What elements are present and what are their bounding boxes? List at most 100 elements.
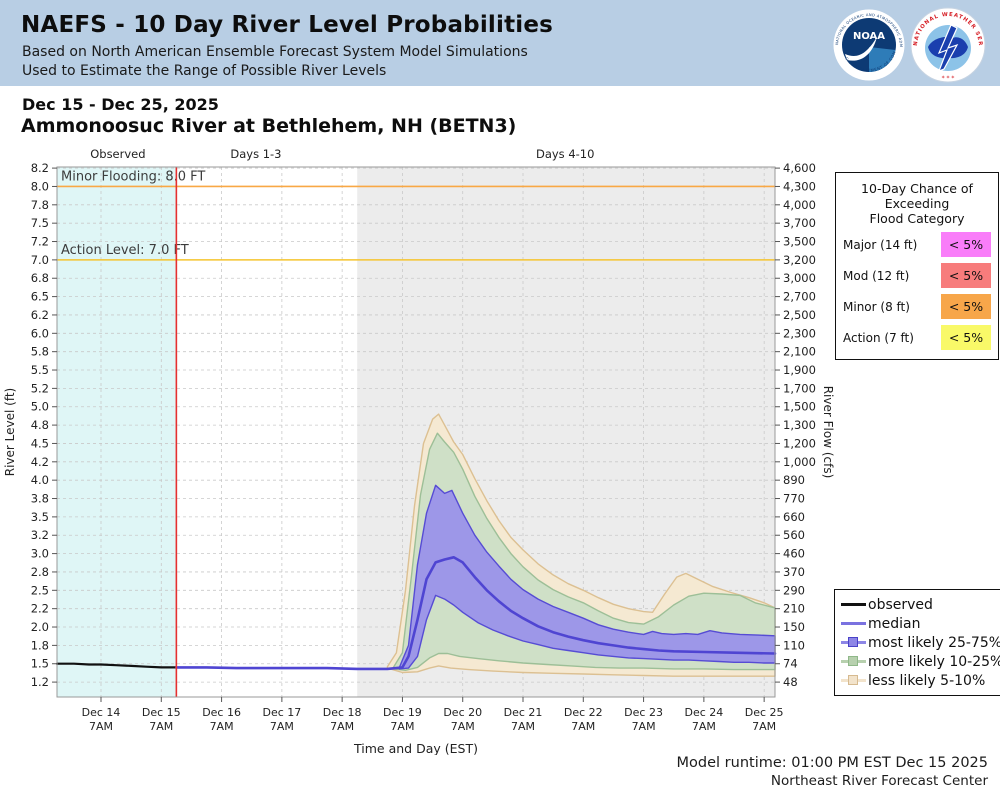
noaa-logo: NOAA NATIONAL OCEANIC AND ATMOSPHERIC AD… [828, 1, 905, 81]
svg-text:370: 370 [783, 565, 805, 579]
svg-text:5.2: 5.2 [31, 381, 49, 395]
flood-chance-major: < 5% [941, 232, 991, 257]
svg-text:5.5: 5.5 [31, 363, 49, 377]
y-axis-labels: 8.2 4,600 8.0 4,300 7.8 4,000 7.5 3,700 7.2 3,500… [31, 161, 816, 689]
svg-text:1.2: 1.2 [31, 675, 49, 689]
svg-text:660: 660 [783, 510, 805, 524]
svg-text:150: 150 [783, 620, 805, 634]
svg-text:7AM: 7AM [89, 720, 113, 733]
svg-text:7AM: 7AM [210, 720, 234, 733]
plot-border [56, 166, 776, 698]
date-range: Dec 15 - Dec 25, 2025 [22, 95, 219, 114]
footer: Model runtime: 01:00 PM EST Dec 15 2025 … [677, 755, 988, 789]
flood-chance-minor: < 5% [941, 294, 991, 319]
median-line [175, 555, 777, 671]
svg-text:4.2: 4.2 [31, 455, 49, 469]
flood-label-major: Major (14 ft) [843, 237, 918, 252]
svg-text:5.8: 5.8 [31, 345, 49, 359]
svg-text:7AM: 7AM [451, 720, 475, 733]
svg-text:74: 74 [783, 657, 798, 671]
svg-text:2.8: 2.8 [31, 565, 49, 579]
flood-chance-moderate: < 5% [941, 263, 991, 288]
svg-text:290: 290 [783, 583, 805, 597]
legend-label-observed: observed [868, 596, 933, 613]
threshold-label-0: Minor Flooding: 8.0 FT [61, 169, 205, 184]
svg-text:Dec 16: Dec 16 [202, 706, 241, 719]
flood-label-minor: Minor (8 ft) [843, 299, 910, 314]
svg-text:4,000: 4,000 [783, 198, 816, 212]
legend-row-most-likely: most likely 25-75% [841, 633, 1000, 652]
nws-stars: * * * [942, 75, 955, 82]
svg-text:3.8: 3.8 [31, 492, 49, 506]
svg-text:2,500: 2,500 [783, 308, 816, 322]
threshold-label-1: Action Level: 7.0 FT [61, 243, 189, 258]
header-subtitle-2: Used to Estimate the Range of Possible R… [22, 63, 387, 79]
observed-line [55, 662, 178, 669]
svg-text:Dec 19: Dec 19 [383, 706, 422, 719]
svg-text:1.5: 1.5 [31, 657, 49, 671]
svg-text:7AM: 7AM [752, 720, 776, 733]
flood-box-title-1: 10-Day Chance of [861, 181, 973, 196]
more-likely-band-swatch [841, 654, 866, 669]
svg-text:2,100: 2,100 [783, 345, 816, 359]
svg-text:6.8: 6.8 [31, 271, 49, 285]
svg-text:Dec 17: Dec 17 [262, 706, 301, 719]
flood-category-box: 10-Day Chance of Exceeding Flood Categor… [835, 172, 999, 360]
svg-text:2,700: 2,700 [783, 290, 816, 304]
svg-text:1,500: 1,500 [783, 400, 816, 414]
svg-text:7AM: 7AM [270, 720, 294, 733]
observed-line-swatch [841, 597, 866, 612]
series-legend: observed median most likely 25-75% more … [834, 589, 1000, 696]
page-title: NAEFS - 10 Day River Level Probabilities [21, 12, 554, 38]
flood-chance-action: < 5% [941, 325, 991, 350]
svg-text:Dec 23: Dec 23 [624, 706, 663, 719]
svg-text:2,300: 2,300 [783, 326, 816, 340]
svg-text:Dec 22: Dec 22 [564, 706, 603, 719]
legend-row-more-likely: more likely 10-25% [841, 652, 1000, 671]
svg-text:770: 770 [783, 492, 805, 506]
svg-text:890: 890 [783, 473, 805, 487]
river-probability-chart: Minor Flooding: 8.0 FT Action Level: 7.0 … [3, 147, 835, 755]
svg-text:7.2: 7.2 [31, 235, 49, 249]
svg-text:6.0: 6.0 [31, 326, 49, 340]
svg-text:Dec 21: Dec 21 [504, 706, 543, 719]
svg-text:3.0: 3.0 [31, 547, 49, 561]
svg-text:Dec 24: Dec 24 [684, 706, 723, 719]
svg-text:3.2: 3.2 [31, 528, 49, 542]
svg-text:4.0: 4.0 [31, 473, 49, 487]
flood-box-title-3: Flood Category [869, 211, 965, 226]
svg-text:7AM: 7AM [390, 720, 414, 733]
svg-text:560: 560 [783, 528, 805, 542]
svg-text:7.0: 7.0 [31, 253, 49, 267]
flood-row-action: Action (7 ft) < 5% [843, 325, 991, 350]
region-label-2: Days 4-10 [536, 147, 594, 161]
flood-label-moderate: Mod (12 ft) [843, 268, 910, 283]
svg-text:Dec 14: Dec 14 [82, 706, 121, 719]
svg-text:Dec 25: Dec 25 [745, 706, 784, 719]
svg-text:7.5: 7.5 [31, 216, 49, 230]
svg-text:6.2: 6.2 [31, 308, 49, 322]
legend-label-less-likely: less likely 5-10% [868, 672, 986, 689]
svg-text:460: 460 [783, 547, 805, 561]
region-label-0: Observed [90, 147, 145, 161]
svg-text:3,500: 3,500 [783, 235, 816, 249]
legend-row-observed: observed [841, 595, 999, 614]
svg-text:4,600: 4,600 [783, 161, 816, 175]
svg-text:NOAA: NOAA [853, 31, 885, 42]
svg-text:4,300: 4,300 [783, 179, 816, 193]
region-days-1-3 [176, 167, 358, 697]
svg-text:Dec 20: Dec 20 [443, 706, 482, 719]
svg-text:8.0: 8.0 [31, 179, 49, 193]
svg-text:7AM: 7AM [330, 720, 354, 733]
svg-text:110: 110 [783, 638, 805, 652]
flood-label-action: Action (7 ft) [843, 330, 914, 345]
less-likely-band-swatch [841, 673, 866, 688]
most-likely-band-swatch [841, 635, 866, 650]
svg-text:1,700: 1,700 [783, 381, 816, 395]
legend-label-more-likely: more likely 10-25% [868, 653, 1000, 670]
svg-text:2.5: 2.5 [31, 583, 49, 597]
forecast-center: Northeast River Forecast Center [770, 773, 988, 789]
header-banner: NAEFS - 10 Day River Level Probabilities… [0, 0, 1000, 86]
